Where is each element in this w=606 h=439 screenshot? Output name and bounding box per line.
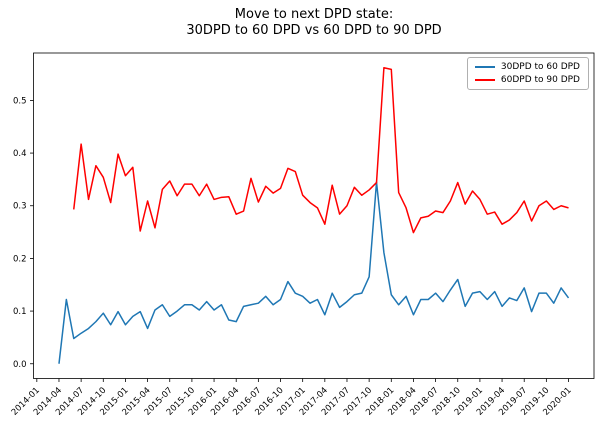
series-line-30dpd-to-60-dpd [58,181,570,364]
y-tick-label: 0.1 [13,307,27,317]
y-tick-label: 0.0 [13,360,27,370]
legend-line-swatch-red [474,79,495,81]
chart-title: Move to next DPD state: 30DPD to 60 DPD … [34,7,594,39]
y-tick-label: 0.5 [13,96,27,106]
y-tick-label: 0.2 [13,254,27,264]
legend-label: 60DPD to 90 DPD [500,75,580,85]
legend: 30DPD to 60 DPD 60DPD to 90 DPD [466,57,589,90]
series-line-60dpd-to-90-dpd [73,67,569,234]
chart-title-line2: 30DPD to 60 DPD vs 60 DPD to 90 DPD [186,23,442,38]
y-tick-label: 0.3 [13,202,27,212]
legend-item: 30DPD to 60 DPD [474,62,580,72]
chart-title-line1: Move to next DPD state: [234,7,394,22]
y-tick-label: 0.4 [13,149,27,159]
legend-line-swatch-blue [474,66,495,68]
axes-spines [33,52,595,379]
legend-item: 60DPD to 90 DPD [474,75,580,85]
legend-label: 30DPD to 60 DPD [500,62,580,72]
